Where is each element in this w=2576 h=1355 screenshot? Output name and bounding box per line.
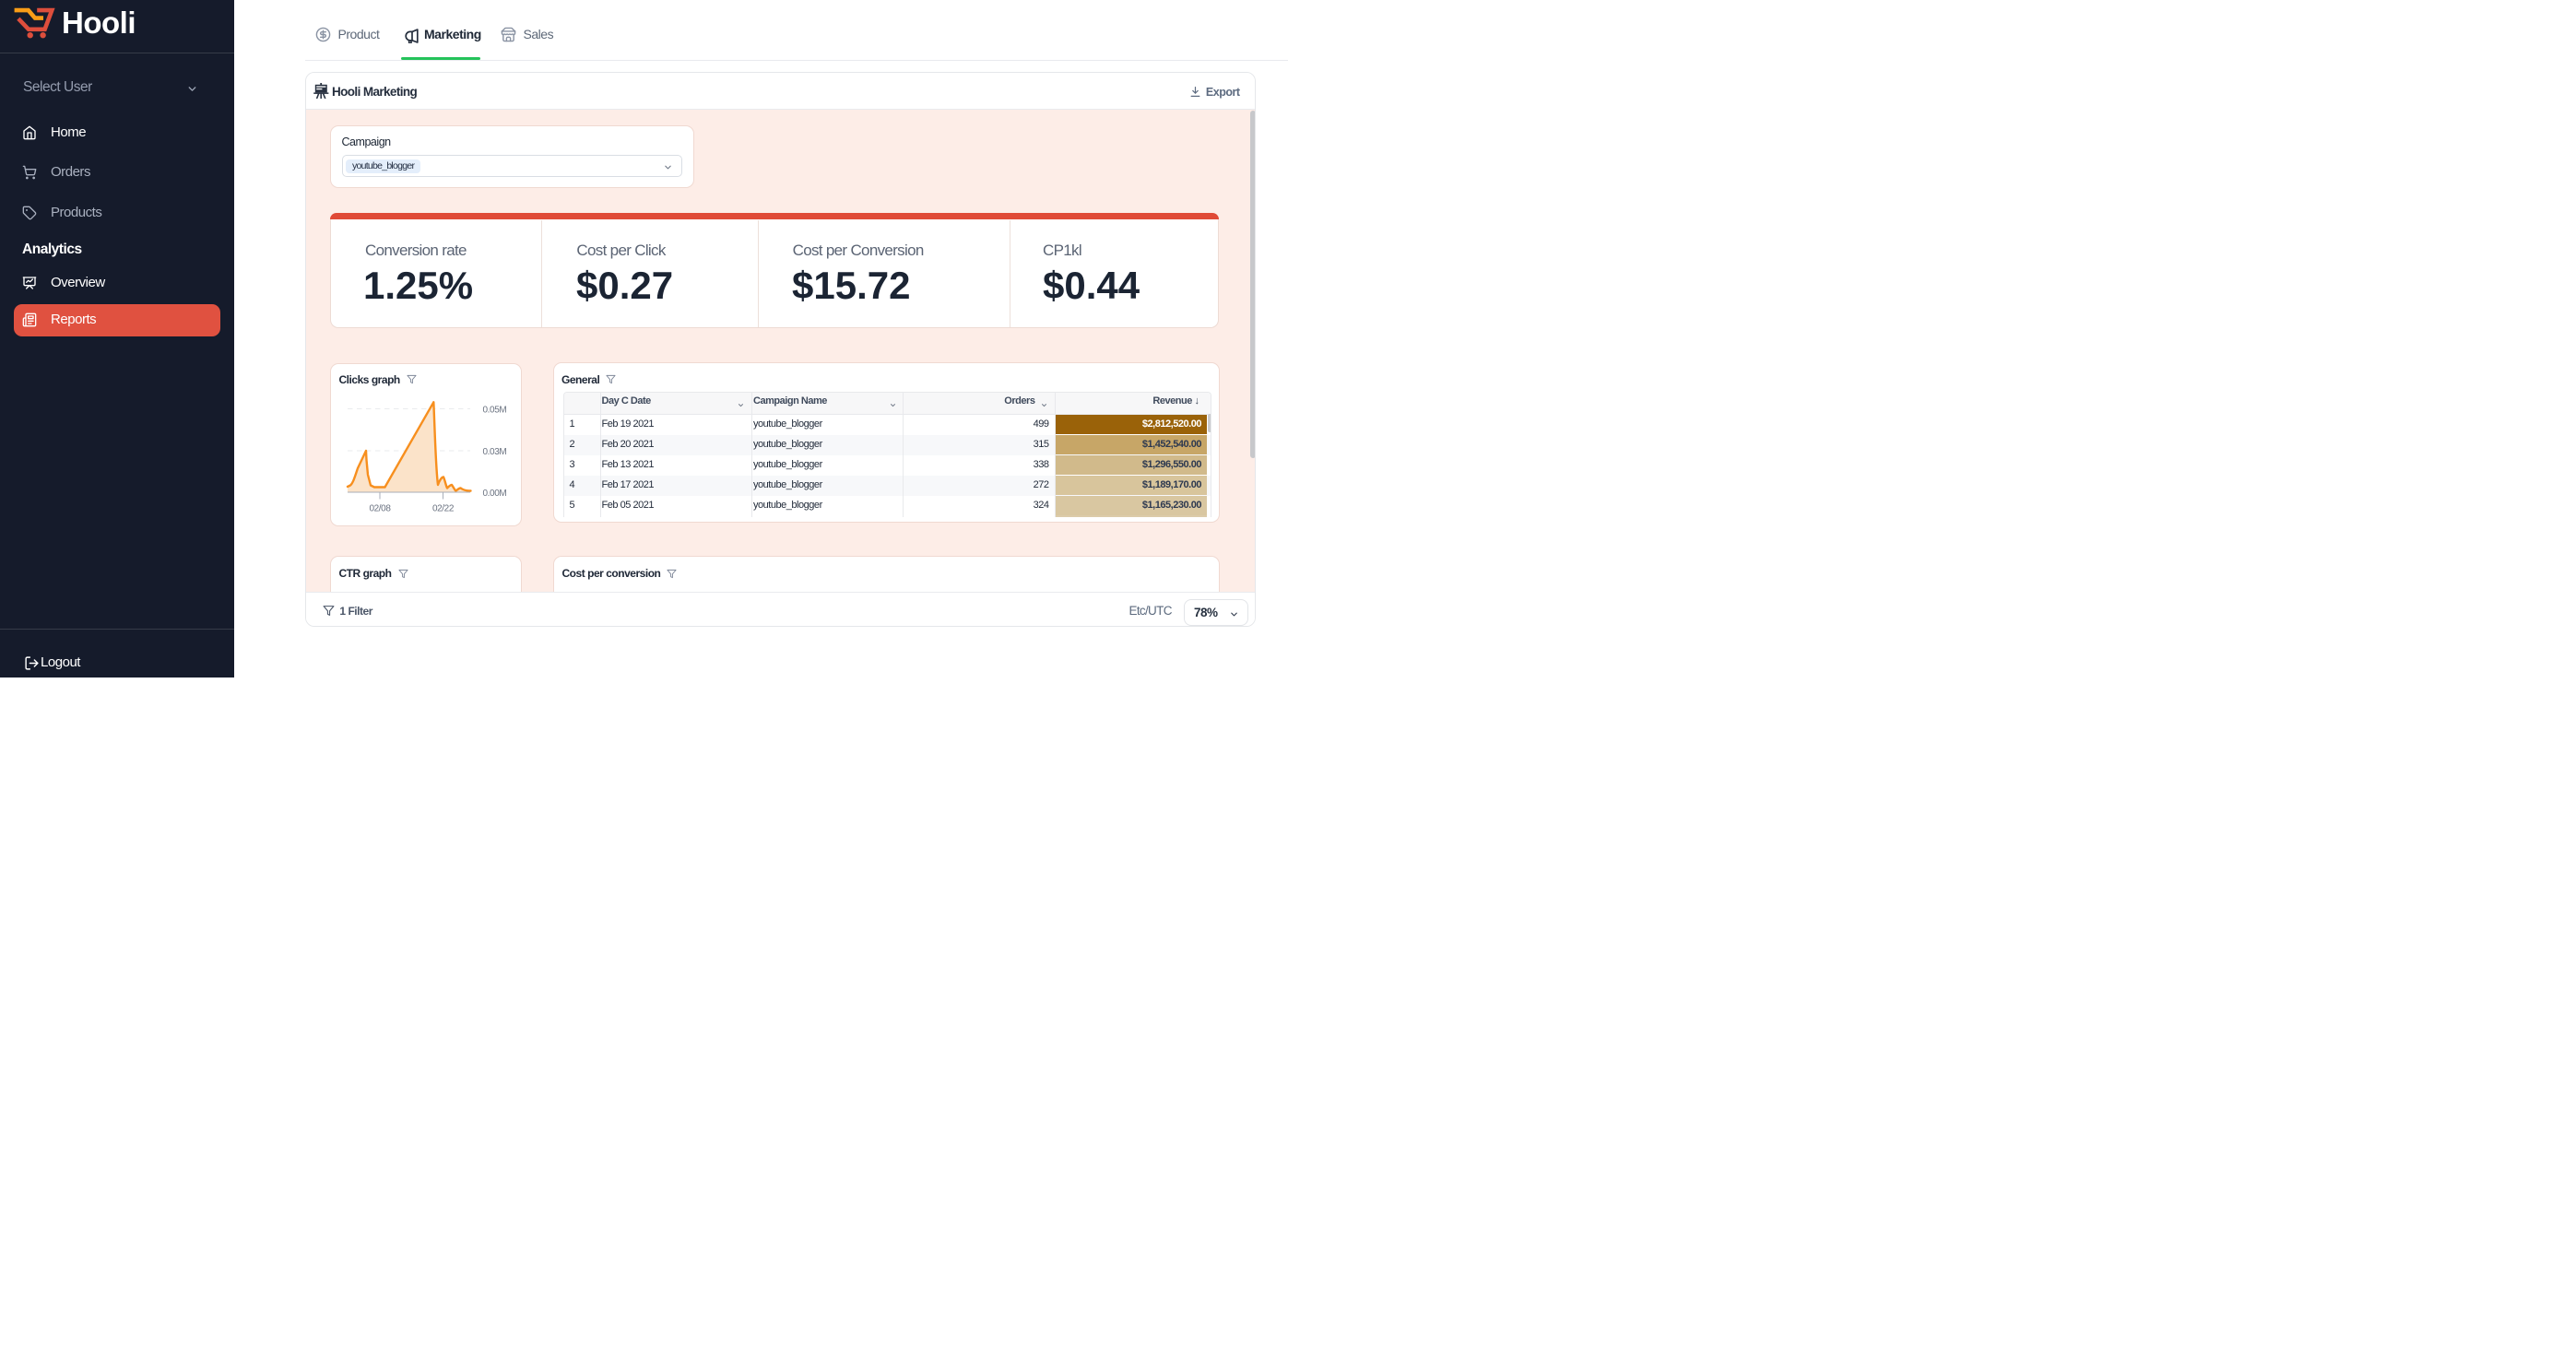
svg-text:0.00M: 0.00M <box>483 489 507 499</box>
svg-text:02/08: 02/08 <box>369 504 391 514</box>
svg-text:0.03M: 0.03M <box>483 447 507 457</box>
svg-text:02/22: 02/22 <box>432 504 455 514</box>
svg-text:0.05M: 0.05M <box>483 406 507 416</box>
